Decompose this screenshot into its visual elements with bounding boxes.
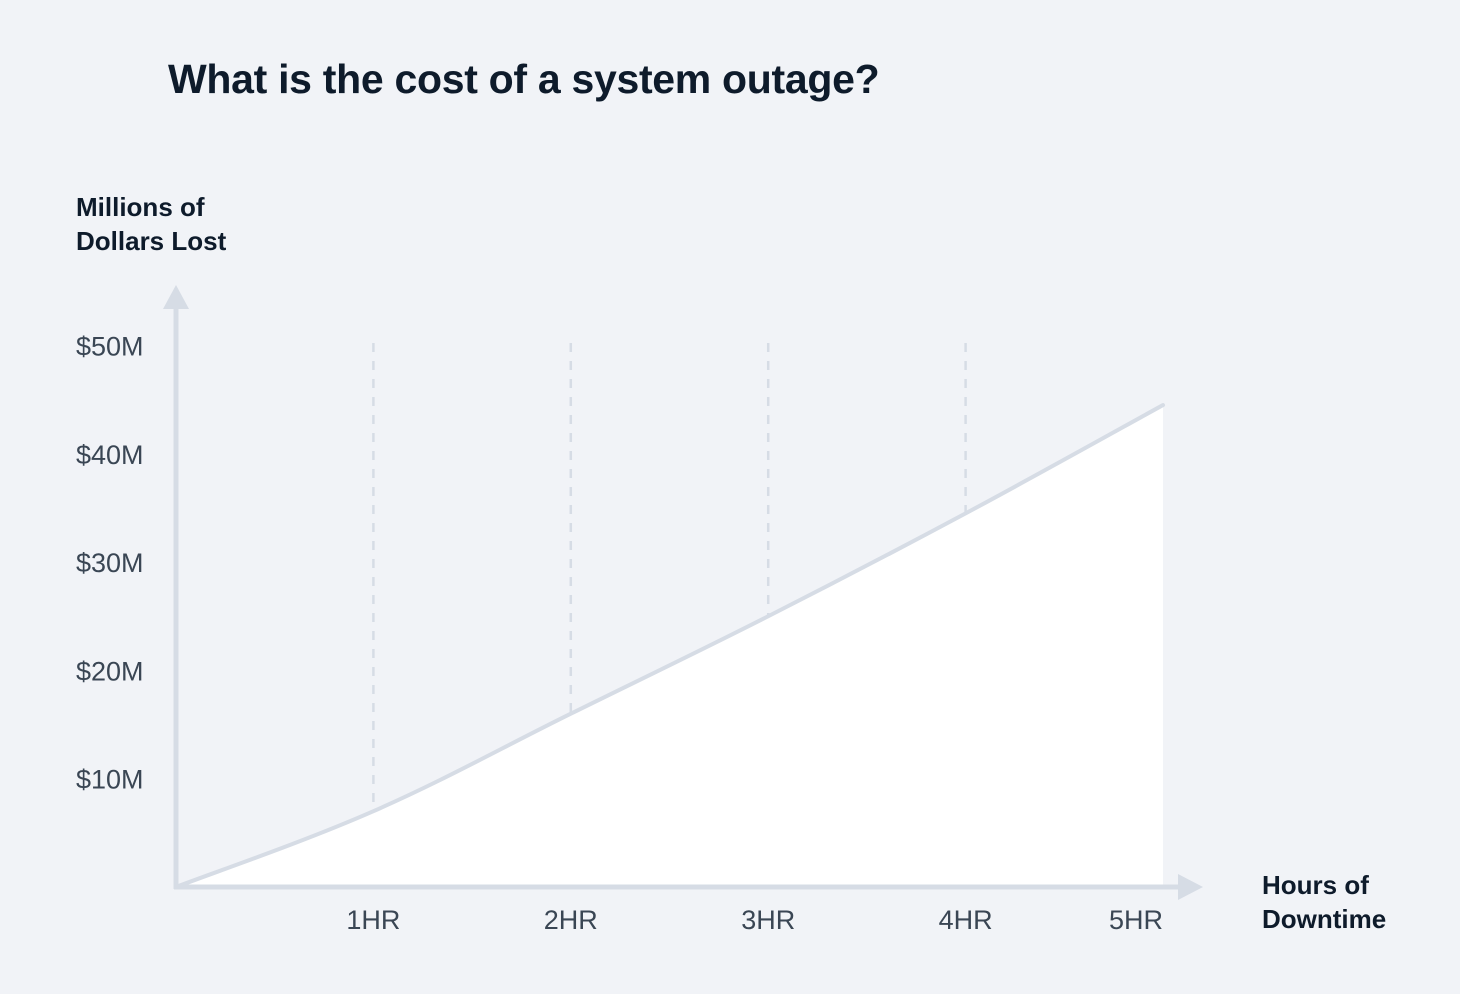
area-fill xyxy=(176,405,1163,887)
axes xyxy=(163,285,1203,900)
y-tick-label: $20M xyxy=(76,656,144,686)
y-tick-label: $40M xyxy=(76,440,144,470)
x-axis-title: Hours of Downtime xyxy=(1262,868,1386,936)
x-axis-title-line-2: Downtime xyxy=(1262,904,1387,934)
chart-title: What is the cost of a system outage? xyxy=(168,56,880,102)
x-axis-title-line-1: Hours of xyxy=(1262,870,1369,900)
x-axis-arrow-icon xyxy=(1178,874,1203,900)
y-tick-labels: $10M $20M $30M $40M $50M xyxy=(76,332,144,795)
y-tick-label: $30M xyxy=(76,548,144,578)
x-tick-label: 5HR xyxy=(1109,905,1163,935)
y-axis-title-line-2: Dollars Lost xyxy=(76,226,227,256)
y-tick-label: $50M xyxy=(76,332,144,362)
x-tick-label: 2HR xyxy=(544,905,598,935)
x-tick-label: 3HR xyxy=(741,905,795,935)
series-line xyxy=(174,403,1165,889)
x-tick-label: 4HR xyxy=(939,905,993,935)
x-tick-label: 1HR xyxy=(346,905,400,935)
y-axis-title: Millions of Dollars Lost xyxy=(76,190,226,258)
y-tick-label: $10M xyxy=(76,765,144,795)
y-axis-arrow-icon xyxy=(163,285,189,309)
y-axis-title-line-1: Millions of xyxy=(76,192,205,222)
x-tick-labels: 1HR 2HR 3HR 4HR 5HR xyxy=(346,905,1163,935)
